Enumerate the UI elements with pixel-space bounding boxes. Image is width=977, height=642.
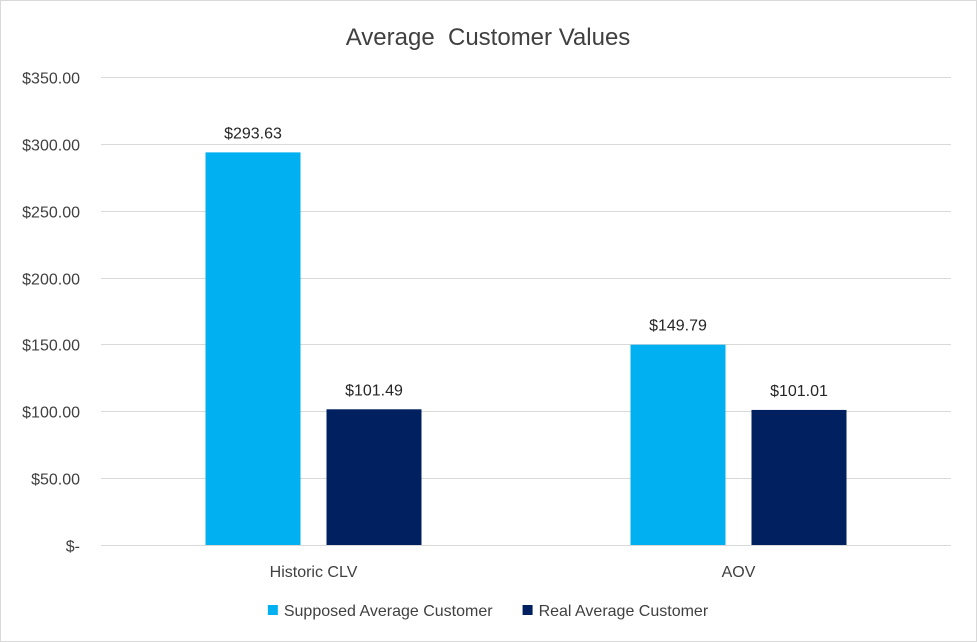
bars: [205, 152, 847, 545]
bar: [630, 344, 726, 545]
x-category-label: Historic CLV: [270, 564, 358, 581]
y-axis-ticks: $- $50.00 $100.00 $150.00 $200.00 $250.00 $300…: [22, 71, 80, 556]
legend-label: Supposed Average Customer: [284, 603, 493, 620]
legend: Supposed Average Customer Real Average Cu…: [267, 603, 709, 620]
bar: [326, 409, 422, 545]
y-tick-label: $50.00: [31, 472, 80, 489]
data-label: $101.01: [770, 383, 828, 400]
y-tick-label: $350.00: [22, 71, 80, 88]
legend-swatch: [267, 605, 278, 615]
data-label: $101.49: [345, 382, 403, 399]
y-tick-label: $250.00: [22, 205, 80, 222]
legend-swatch: [522, 605, 533, 615]
chart-title: Average Customer Values: [346, 24, 631, 51]
x-category-label: AOV: [722, 564, 756, 581]
bar: [205, 152, 301, 545]
data-labels: $293.63 $101.49 $149.79 $101.01: [224, 125, 828, 400]
data-label: $293.63: [224, 125, 282, 142]
y-tick-label: $150.00: [22, 338, 80, 355]
x-axis-categories: Historic CLV AOV: [270, 564, 756, 581]
y-tick-label: $100.00: [22, 405, 80, 422]
y-tick-label: $-: [66, 539, 80, 556]
data-label: $149.79: [649, 318, 707, 335]
legend-label: Real Average Customer: [539, 603, 709, 620]
y-tick-label: $300.00: [22, 138, 80, 155]
bar: [751, 409, 847, 545]
y-tick-label: $200.00: [22, 272, 80, 289]
